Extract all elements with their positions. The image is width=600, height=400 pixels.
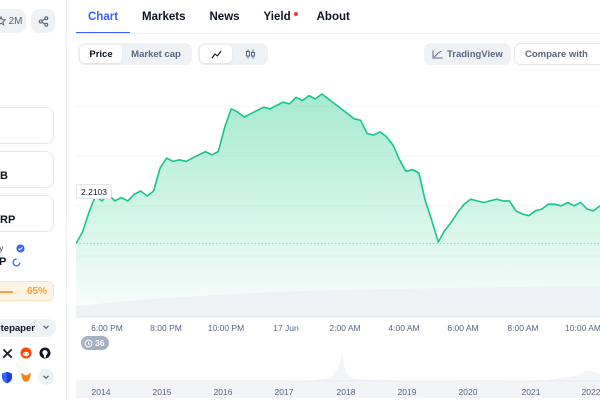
stat-value: B [0, 170, 8, 182]
tab-label: About [316, 11, 350, 23]
line-chart-button[interactable] [200, 45, 232, 63]
watchlist-count: 2M [8, 15, 23, 27]
market-cap-toggle-button[interactable]: Market cap [124, 45, 188, 63]
tab-label: News [209, 11, 240, 23]
chevron-down-icon [43, 375, 49, 380]
history-tick-label: 2015 [152, 387, 172, 397]
tab-label: Markets [142, 11, 186, 23]
reddit-icon[interactable] [19, 346, 33, 360]
x-tick-label: 6:00 AM [447, 323, 479, 333]
whitepaper-label: itepaper [0, 322, 35, 334]
history-tick-label: 2018 [336, 387, 356, 397]
price-toggle-label: Price [89, 48, 113, 60]
new-indicator-dot [293, 12, 298, 16]
tab-chart[interactable]: Chart [76, 0, 131, 34]
section-tabs: Chart Markets News Yield About [76, 0, 362, 34]
price-area-fill [76, 94, 600, 317]
clock-icon [84, 339, 93, 347]
tab-news[interactable]: News [198, 0, 252, 34]
x-tick-label: 4:00 AM [388, 323, 420, 333]
history-tick-label: 2019 [397, 387, 417, 397]
events-badge[interactable]: 36 [81, 336, 110, 350]
whitepaper-button[interactable]: itepaper [0, 319, 56, 337]
candlestick-icon [245, 49, 255, 59]
x-tick-label: 2:00 AM [329, 323, 361, 333]
price-line [76, 93, 600, 244]
stat-value: RP [0, 214, 16, 226]
events-count: 36 [95, 338, 105, 348]
x-tick-label: 8:00 PM [150, 323, 182, 333]
history-tick-label: 2014 [91, 387, 111, 397]
stat-label: y [0, 243, 4, 253]
coin-sidebar: 2M B RP y P 65% itepaper [0, 0, 66, 400]
share-button[interactable] [31, 9, 55, 33]
stat-value: P [0, 256, 7, 268]
more-links-button[interactable] [38, 369, 54, 385]
x-tick-label: 10:00 PM [207, 323, 245, 333]
current-price-label: 2.2103 [81, 186, 107, 197]
market-cap-toggle-label: Market cap [131, 48, 181, 60]
compare-with-dropdown[interactable]: Compare with [514, 43, 600, 65]
share-icon [38, 15, 48, 27]
history-tick-label: 2021 [521, 387, 541, 397]
stat-card-max-supply: y P [0, 238, 54, 275]
stat-card-supply: RP [0, 195, 54, 232]
tab-yield[interactable]: Yield [252, 0, 305, 34]
volume-band [76, 286, 600, 317]
tab-markets[interactable]: Markets [130, 0, 197, 34]
chart-type-toggle [198, 43, 268, 65]
metamask-fox-icon[interactable] [19, 370, 33, 384]
compare-with-label: Compare with [525, 48, 588, 60]
tab-about[interactable]: About [305, 0, 362, 34]
x-tick-label: 17 Jun [273, 323, 299, 333]
x-tick-label: 10:00 AM [565, 323, 600, 333]
x-tick-label: 8:00 AM [507, 323, 539, 333]
price-chart[interactable] [76, 76, 600, 398]
history-navigator [76, 355, 600, 398]
x-twitter-icon[interactable] [0, 346, 14, 360]
tabs-underline [76, 33, 600, 34]
shield-icon[interactable] [0, 370, 14, 384]
metric-toggle: Price Market cap [78, 43, 192, 65]
candlestick-chart-button[interactable] [234, 45, 266, 63]
chart-trend-icon [432, 50, 443, 58]
supply-progress-fill [0, 291, 14, 293]
x-tick-label: 6:00 PM [91, 323, 123, 333]
chevron-down-icon [43, 325, 49, 330]
sidebar-divider [66, 0, 67, 400]
tradingview-button[interactable]: TradingView [424, 43, 511, 65]
watchlist-count-button[interactable]: 2M [0, 9, 26, 33]
star-icon [0, 16, 6, 26]
line-chart-icon [211, 50, 221, 58]
github-icon[interactable] [38, 346, 52, 360]
supply-progress-label: 65% [26, 286, 47, 297]
current-price-tag: 2.2103 [76, 184, 112, 199]
stat-card-volume: B [0, 151, 54, 188]
history-tick-label: 2017 [274, 387, 294, 397]
history-tick-label: 2022 [581, 387, 600, 397]
tab-label: Chart [88, 11, 119, 23]
tab-label: Yield [263, 11, 291, 23]
price-toggle-button[interactable]: Price [80, 45, 122, 63]
supply-progress: 65% [0, 281, 54, 301]
history-tick-label: 2016 [213, 387, 233, 397]
stat-card [0, 107, 54, 144]
history-tick-label: 2020 [458, 387, 478, 397]
supply-ring-icon [12, 258, 21, 267]
tradingview-label: TradingView [447, 48, 503, 60]
verified-icon [16, 244, 25, 253]
